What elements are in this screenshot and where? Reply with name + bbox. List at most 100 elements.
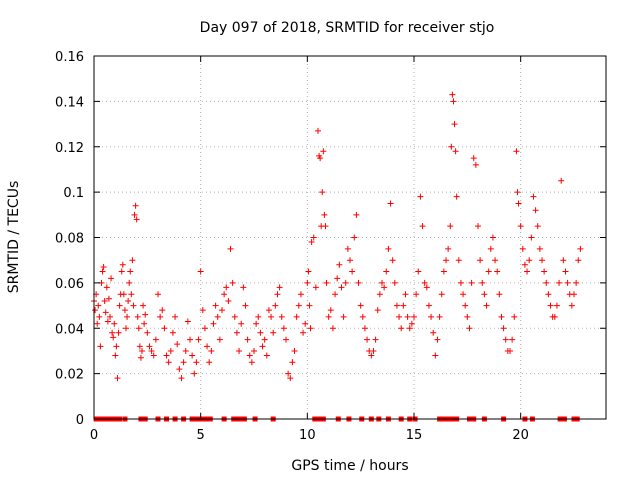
data-point (219, 307, 225, 314)
data-point (387, 200, 394, 207)
data-point (214, 313, 221, 320)
data-point (450, 98, 457, 105)
data-point (189, 352, 196, 359)
data-point (449, 91, 456, 98)
data-point (353, 211, 360, 218)
data-point (103, 284, 110, 291)
data-point (434, 336, 441, 343)
data-point (184, 318, 191, 325)
data-point (134, 313, 141, 320)
data-point (485, 268, 492, 275)
data-point (396, 313, 403, 320)
y-tick-label: 0.14 (55, 95, 84, 110)
data-point (291, 347, 298, 354)
data-point (270, 329, 277, 336)
data-point (545, 291, 552, 298)
data-point (265, 307, 272, 314)
data-point (492, 257, 499, 264)
data-point (307, 325, 314, 332)
data-point (113, 343, 120, 350)
data-point (109, 329, 116, 336)
y-tick-label: 0.08 (55, 232, 84, 247)
data-point (406, 325, 413, 332)
data-point (524, 268, 531, 275)
data-point (112, 352, 119, 359)
data-point (502, 336, 509, 343)
data-point (543, 279, 550, 286)
data-point (229, 279, 236, 286)
data-point (119, 261, 126, 268)
data-point (423, 284, 430, 291)
data-point (514, 189, 521, 196)
data-point (107, 313, 113, 320)
data-point (157, 313, 164, 320)
data-point (430, 329, 437, 336)
data-point (472, 161, 479, 168)
data-point (400, 302, 407, 309)
data-point (197, 268, 204, 275)
data-point (302, 320, 309, 327)
data-point (475, 223, 481, 230)
data-point (536, 245, 543, 252)
data-point (319, 189, 326, 196)
data-point (432, 352, 439, 359)
data-point (404, 313, 411, 320)
data-point (128, 291, 135, 298)
data-point (108, 275, 115, 282)
data-point (560, 257, 567, 264)
data-point (152, 336, 159, 343)
data-point (575, 257, 582, 264)
data-point (204, 343, 211, 350)
data-point (144, 329, 151, 336)
data-point (496, 291, 503, 298)
data-point (329, 325, 336, 332)
data-point (347, 257, 353, 264)
data-point (521, 261, 528, 268)
data-point (530, 193, 537, 200)
y-axis-label: SRMTID / TECUs (6, 181, 22, 294)
data-point (408, 320, 415, 327)
data-point (445, 245, 452, 252)
data-point (477, 257, 484, 264)
data-point (111, 320, 118, 327)
data-point (293, 313, 300, 320)
data-point (440, 268, 447, 275)
data-point (479, 279, 486, 286)
data-point (340, 313, 347, 320)
data-point (562, 268, 569, 275)
data-point (305, 268, 312, 275)
data-point (174, 341, 181, 348)
data-point (419, 223, 426, 230)
data-point (310, 234, 317, 241)
data-point (304, 279, 311, 286)
data-point (114, 375, 121, 382)
data-point (511, 313, 518, 320)
data-point (509, 336, 516, 343)
data-point (556, 279, 563, 286)
data-point (451, 121, 458, 128)
data-point (507, 347, 513, 354)
data-point (489, 234, 496, 241)
data-point (257, 329, 264, 336)
data-point (483, 302, 490, 309)
data-point (541, 268, 548, 275)
data-point (334, 275, 341, 282)
data-point (453, 193, 460, 200)
y-tick-label: 0.12 (55, 141, 84, 156)
data-point (272, 302, 279, 309)
data-point (289, 359, 296, 366)
data-points (91, 91, 584, 422)
data-point (276, 284, 283, 291)
data-point (558, 177, 565, 184)
data-point (383, 268, 390, 275)
data-point (436, 313, 443, 320)
axis-ticks (93, 55, 606, 420)
data-point (278, 313, 285, 320)
data-point (308, 239, 315, 246)
data-point (425, 302, 432, 309)
data-point (268, 313, 275, 320)
x-tick-label: 20 (512, 428, 529, 443)
data-point (99, 268, 106, 275)
data-point (376, 291, 383, 298)
data-point (141, 320, 148, 327)
